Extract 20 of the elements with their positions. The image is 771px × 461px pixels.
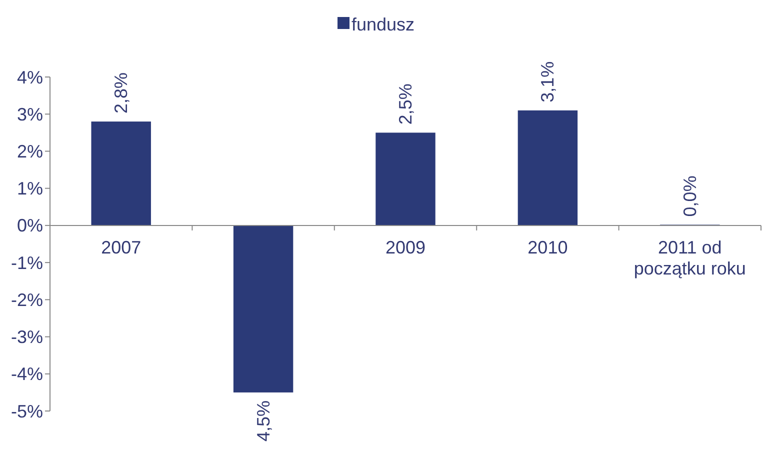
text: 4,5% — [253, 400, 274, 442]
x-tick-label: 2009 — [385, 237, 426, 258]
y-tick-label: 0% — [16, 216, 43, 236]
text: 0,0% — [680, 176, 700, 217]
x-tick-label: 2007 — [101, 237, 142, 258]
y-tick-label: 2% — [16, 142, 43, 162]
y-tick-label: 3% — [16, 104, 43, 124]
y-tick-label: -5% — [10, 401, 43, 422]
legend-label: fundusz — [352, 14, 415, 34]
y-tick-label: 4% — [16, 67, 43, 88]
x-tick-label: 2011 od początku roku — [634, 237, 746, 278]
y-tick-label: 1% — [16, 178, 43, 199]
text: 3,1% — [538, 61, 558, 102]
text: 2,5% — [396, 84, 416, 125]
y-tick-label: -1% — [10, 252, 43, 273]
y-tick-label: -2% — [10, 290, 43, 310]
y-tick-label: -3% — [10, 327, 43, 348]
y-tick-label: -4% — [10, 364, 43, 384]
text: 2,8% — [111, 72, 132, 114]
x-tick-label: 2010 — [528, 237, 568, 258]
